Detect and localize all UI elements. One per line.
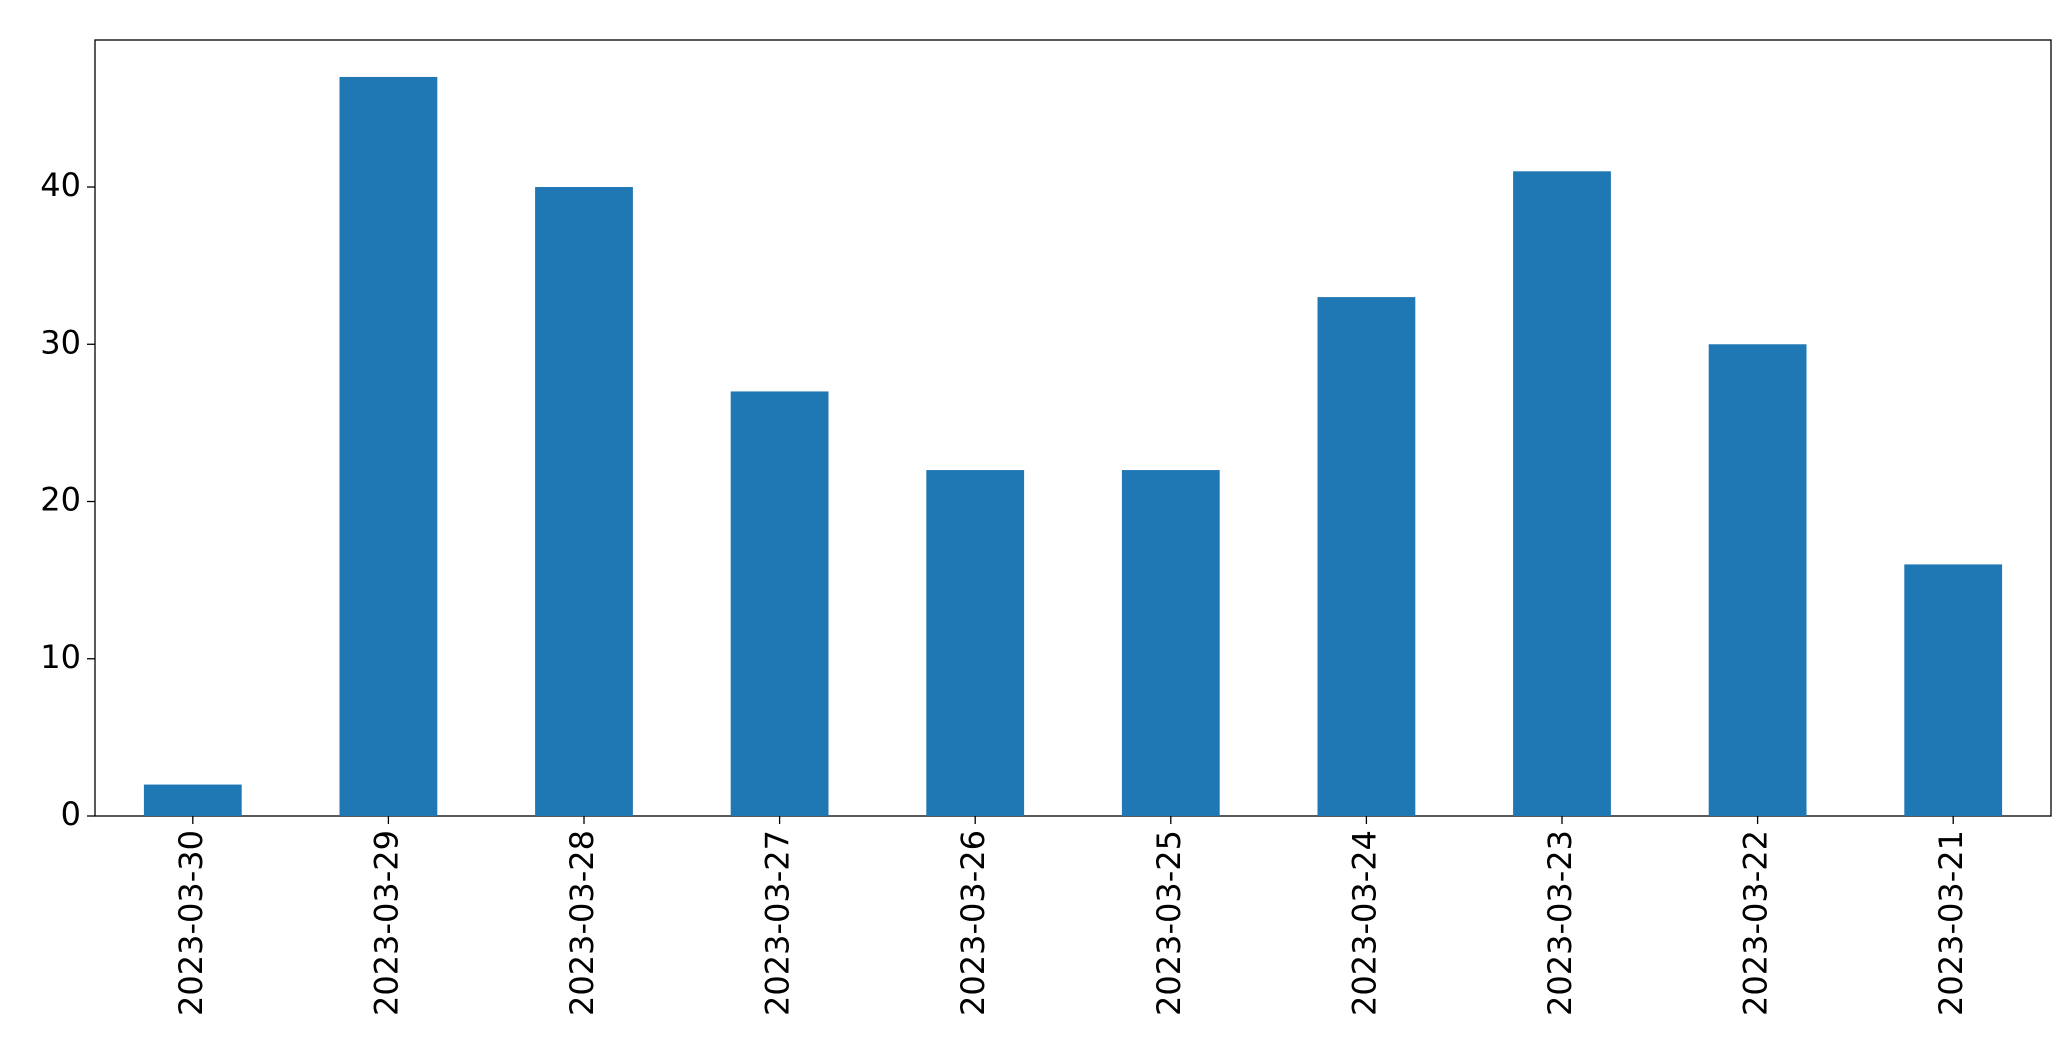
bar: [1708, 344, 1807, 816]
plot-frame: [94, 39, 2052, 817]
bar: [1513, 171, 1611, 816]
bar: [1904, 564, 2003, 816]
x-tick-label: 2023-03-27: [759, 830, 797, 1016]
x-tick-label: 2023-03-25: [1150, 830, 1188, 1016]
bar: [926, 470, 1025, 816]
x-tick-label: 2023-03-30: [172, 830, 210, 1016]
x-tick-label: 2023-03-28: [563, 830, 601, 1016]
bar: [339, 76, 438, 816]
x-tick-label: 2023-03-26: [954, 830, 992, 1016]
y-tick-label: 0: [61, 795, 81, 833]
bar: [730, 391, 829, 816]
x-tick-label: 2023-03-23: [1541, 830, 1579, 1016]
x-tick-label: 2023-03-29: [367, 830, 405, 1016]
bar: [1317, 297, 1416, 816]
x-tick-label: 2023-03-22: [1737, 830, 1775, 1016]
bar: [535, 187, 633, 816]
bar: [143, 784, 242, 816]
y-tick-label: 30: [40, 323, 81, 361]
x-tick-label: 2023-03-21: [1932, 830, 1970, 1016]
x-tick-label: 2023-03-24: [1345, 830, 1383, 1016]
y-tick-label: 40: [40, 166, 81, 204]
y-tick-label: 10: [40, 638, 81, 676]
bar: [1121, 470, 1220, 816]
y-tick-label: 20: [40, 481, 81, 519]
